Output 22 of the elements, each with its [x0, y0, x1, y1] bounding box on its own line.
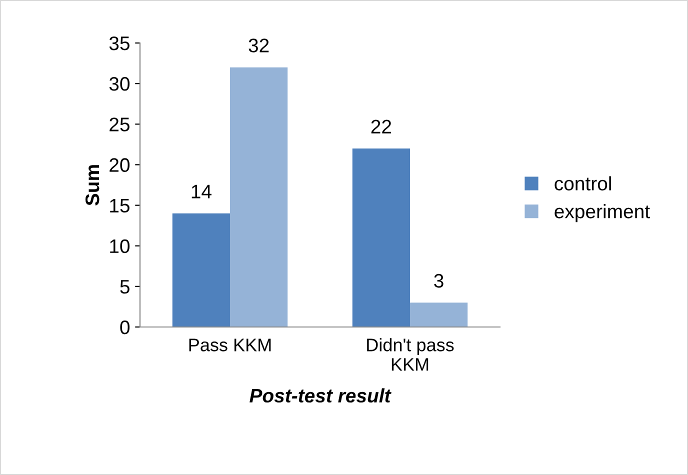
legend-label: control	[554, 176, 611, 190]
bar	[230, 67, 288, 327]
bar	[352, 148, 410, 327]
y-tick-label: 5	[120, 280, 130, 294]
bar	[172, 213, 230, 327]
data-label: 22	[371, 120, 392, 134]
y-axis-title: Sum	[85, 165, 100, 206]
legend-label: experiment	[554, 204, 650, 222]
y-tick-label: 0	[120, 320, 130, 334]
y-tick-label: 10	[110, 239, 130, 254]
data-label: 3	[434, 274, 444, 288]
x-axis-title: Post-test result	[250, 388, 392, 403]
y-tick-label: 35	[109, 36, 130, 50]
data-label: 32	[248, 38, 269, 52]
y-tick-label: 20	[110, 158, 130, 172]
x-tick-label: Didn't pass KKM	[367, 338, 454, 371]
bar	[410, 302, 468, 327]
x-tick-label: Pass KKM	[189, 338, 271, 352]
data-label: 14	[192, 184, 212, 198]
y-tick-label: 15	[110, 198, 130, 213]
y-tick-label: 30	[109, 77, 130, 91]
y-tick-label: 25	[110, 118, 130, 132]
